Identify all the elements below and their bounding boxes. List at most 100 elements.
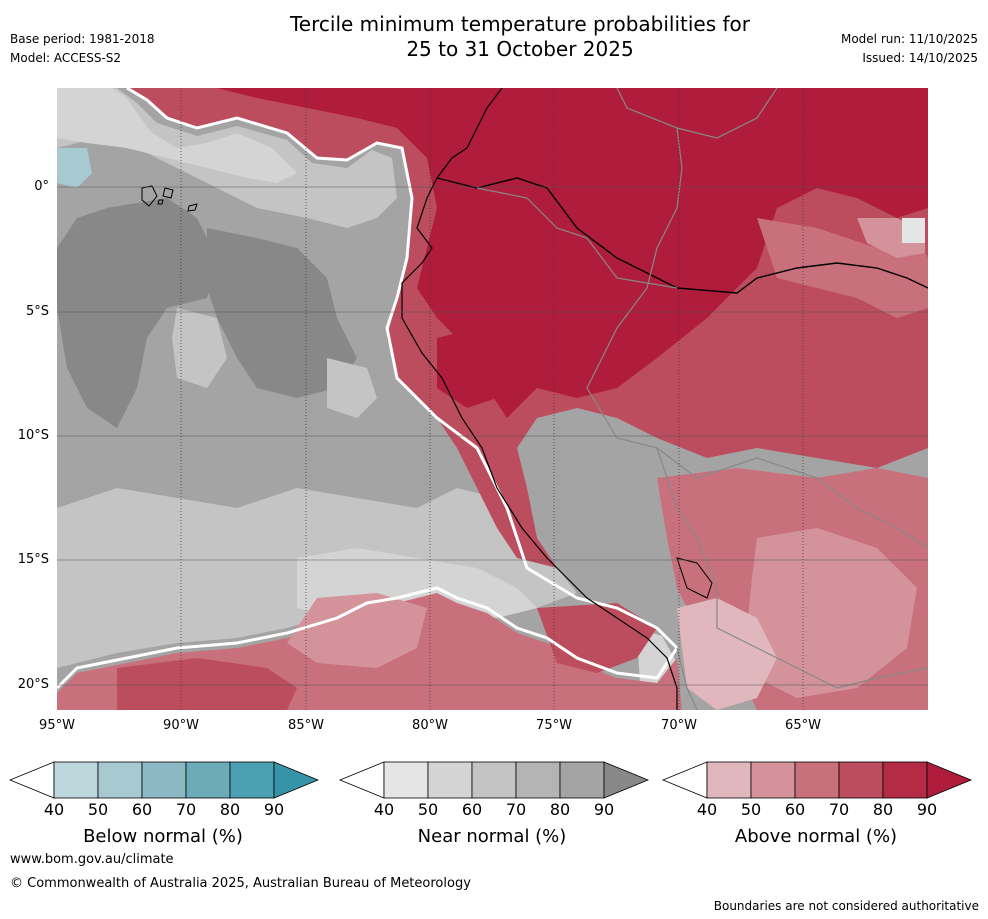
colorbar-segment xyxy=(141,761,187,799)
colorbar-tick-label: 70 xyxy=(505,800,527,819)
above-normal-field xyxy=(57,88,928,710)
near-normal-patch-east xyxy=(902,218,925,243)
colorbar-segment xyxy=(53,761,99,799)
galapagos-santa-cruz xyxy=(162,187,174,199)
copyright-text: © Commonwealth of Australia 2025, Austra… xyxy=(10,876,471,891)
above-normal-70-offshore xyxy=(117,658,297,710)
near-normal-90-west xyxy=(57,198,217,428)
near-normal-title: Near normal (%) xyxy=(417,826,567,847)
colorbar-tick-label: 40 xyxy=(373,800,395,819)
colorbar-max-extension xyxy=(273,761,320,799)
colorbar-tick-label: 50 xyxy=(87,800,109,819)
colorbar-segment xyxy=(794,761,840,799)
colorbar-segment xyxy=(838,761,884,799)
colorbar-tick-label: 70 xyxy=(175,800,197,819)
colorbar-segment xyxy=(515,761,561,799)
below-normal-colorbar xyxy=(8,761,320,799)
colorbar-tick-label: 50 xyxy=(417,800,439,819)
base-period-label: Base period: 1981-2018 xyxy=(10,32,155,46)
colorbar-tick-label: 80 xyxy=(872,800,894,819)
longitude-label: 75°W xyxy=(536,718,572,733)
latitude-label: 10°S xyxy=(17,428,49,443)
border-chile-bolivia xyxy=(676,647,698,710)
galapagos-isabela xyxy=(141,185,158,207)
longitude-label: 90°W xyxy=(163,718,199,733)
above-normal-70-peru-south xyxy=(537,603,657,673)
colorbar-segment xyxy=(559,761,605,799)
colorbar-tick-label: 50 xyxy=(740,800,762,819)
tercile-boundary-south xyxy=(57,586,679,690)
latitude-label: 0° xyxy=(34,179,49,194)
map-title-line2: 25 to 31 October 2025 xyxy=(406,37,634,61)
colorbar-max-extension xyxy=(926,761,973,799)
border-ecuador-peru xyxy=(476,187,678,289)
near-normal-60-patch1 xyxy=(172,308,227,388)
above-normal-90-coast xyxy=(437,328,507,408)
colorbar-min-extension xyxy=(338,761,385,799)
model-label: Model: ACCESS-S2 xyxy=(10,51,122,65)
model-run-label: Model run: 11/10/2025 xyxy=(840,32,978,46)
latitude-label: 20°S xyxy=(17,677,49,692)
colorbar-segment xyxy=(427,761,473,799)
border-colombia xyxy=(676,88,778,139)
issued-label: Issued: 14/10/2025 xyxy=(862,51,978,65)
colorbar-tick-label: 90 xyxy=(916,800,938,819)
above-normal-colorbar xyxy=(661,761,973,799)
lake-titicaca xyxy=(676,557,713,599)
longitude-label: 85°W xyxy=(288,718,324,733)
above-normal-title: Above normal (%) xyxy=(734,826,898,847)
longitude-label: 70°W xyxy=(661,718,697,733)
near-normal-50-north xyxy=(57,88,297,183)
boundary-lines xyxy=(57,88,928,710)
amazon-river xyxy=(436,177,928,294)
colorbar-segment xyxy=(97,761,143,799)
colorbar-tick-label: 90 xyxy=(263,800,285,819)
probability-map xyxy=(57,88,928,710)
colorbar-tick-label: 40 xyxy=(43,800,65,819)
near-normal-60-patch2 xyxy=(327,358,377,418)
colorbar-tick-label: 70 xyxy=(828,800,850,819)
tercile-boundary-north xyxy=(126,88,679,650)
colorbar-segment xyxy=(750,761,796,799)
below-normal-patch xyxy=(57,148,92,188)
colorbar-segment xyxy=(882,761,928,799)
galapagos-small xyxy=(157,199,164,205)
above-normal-40-southeast xyxy=(677,598,777,710)
latitude-label: 15°S xyxy=(17,552,49,567)
above-normal-50-southeast xyxy=(747,528,917,698)
colorbar-segment xyxy=(471,761,517,799)
border-bolivia-brazil xyxy=(656,447,928,549)
map-title: Tercile minimum temperature probabilitie… xyxy=(0,12,988,62)
colorbar-tick-label: 90 xyxy=(593,800,615,819)
colorbar-min-extension xyxy=(8,761,55,799)
colorbar-segment xyxy=(383,761,429,799)
near-normal-colorbar xyxy=(338,761,650,799)
longitude-label: 95°W xyxy=(39,718,75,733)
above-normal-70-east xyxy=(757,218,928,318)
latitude-label: 5°S xyxy=(25,304,49,319)
galapagos-islands xyxy=(141,185,198,212)
colorbar-tick-label: 80 xyxy=(549,800,571,819)
colorbar-tick-label: 60 xyxy=(131,800,153,819)
near-normal-90-central xyxy=(207,228,357,398)
above-normal-50-offshore xyxy=(287,593,427,668)
colorbar-segment xyxy=(185,761,231,799)
longitude-label: 65°W xyxy=(785,718,821,733)
colorbar-tick-label: 60 xyxy=(461,800,483,819)
border-bolivia-south xyxy=(716,627,928,689)
colorbar-tick-label: 80 xyxy=(219,800,241,819)
disclaimer-text: Boundaries are not considered authoritat… xyxy=(713,899,979,913)
longitude-label: 80°W xyxy=(412,718,448,733)
below-normal-title: Below normal (%) xyxy=(83,826,243,847)
graticule xyxy=(57,88,928,710)
colorbar-min-extension xyxy=(661,761,708,799)
website-link[interactable]: www.bom.gov.au/climate xyxy=(10,852,174,867)
colorbar-max-extension xyxy=(603,761,650,799)
colorbar-segment xyxy=(706,761,752,799)
colorbar-tick-label: 40 xyxy=(696,800,718,819)
map-title-line1: Tercile minimum temperature probabilitie… xyxy=(289,12,751,36)
colorbar-segment xyxy=(229,761,275,799)
above-normal-90-north xyxy=(217,88,928,418)
colorbar-tick-label: 60 xyxy=(784,800,806,819)
galapagos-san-cristobal xyxy=(187,203,198,212)
